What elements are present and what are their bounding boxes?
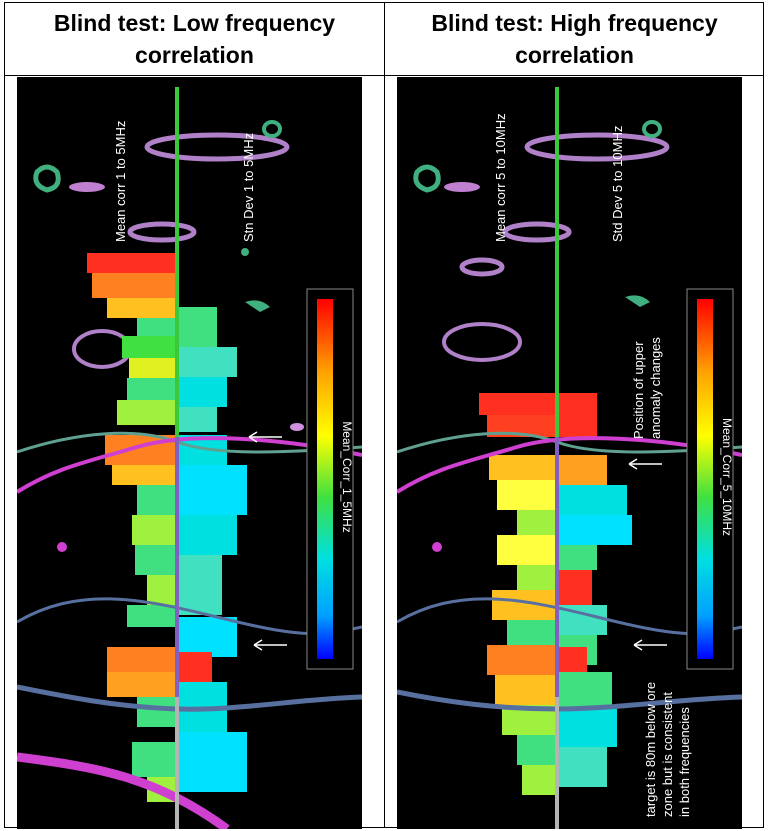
borehole-lower bbox=[555, 697, 559, 829]
colorbar-caption: Mean_Corr_1_5MHz bbox=[340, 421, 354, 532]
borehole-middle bbox=[175, 437, 179, 697]
header-high-line2: correlation bbox=[515, 42, 634, 68]
header-divider bbox=[5, 75, 763, 76]
arrow-icon bbox=[253, 639, 287, 651]
mean-corr-label: Mean corr 5 to 10MHz bbox=[493, 113, 508, 242]
std-dev-label: Std Dev 5 to 10MHz bbox=[610, 126, 625, 242]
header-low-line2: correlation bbox=[135, 42, 254, 68]
target-note-line2: zone but is consistent bbox=[660, 692, 675, 817]
upper-anomaly-note-line2: anomaly changes bbox=[648, 337, 663, 439]
color-scale: Mean_Corr_5_10MHz bbox=[686, 288, 734, 670]
high-frequency-image: Mean_Corr_5_10MHz Mean corr 5 to 10MHz S… bbox=[397, 77, 742, 829]
column-divider bbox=[384, 3, 385, 827]
low-frequency-image: Mean_Corr_1_5MHz Mean corr 1 to 5MHz Stn… bbox=[17, 77, 362, 829]
borehole-lower bbox=[175, 697, 179, 829]
borehole-upper bbox=[555, 87, 559, 437]
upper-anomaly-note-line1: Position of upper bbox=[631, 341, 646, 439]
borehole-middle bbox=[555, 437, 559, 697]
borehole-upper bbox=[175, 87, 179, 437]
color-scale: Mean_Corr_1_5MHz bbox=[306, 288, 354, 670]
header-low-line1: Blind test: Low frequency bbox=[53, 10, 336, 36]
header-low-frequency: Blind test: Low frequency correlation bbox=[5, 3, 384, 75]
target-note-line3: in both frequencies bbox=[677, 707, 692, 817]
header-high-line1: Blind test: High frequency bbox=[431, 10, 718, 36]
arrow-icon bbox=[628, 458, 662, 470]
std-dev-label: Stn Dev 1 to 5MHz bbox=[241, 133, 256, 242]
arrow-icon bbox=[633, 639, 667, 651]
target-note-line1: target is 80m below ore bbox=[643, 682, 658, 817]
mean-corr-label: Mean corr 1 to 5MHz bbox=[113, 121, 128, 242]
comparison-table: Blind test: Low frequency correlation Bl… bbox=[4, 2, 764, 829]
colorbar-caption: Mean_Corr_5_10MHz bbox=[720, 418, 734, 536]
header-high-frequency: Blind test: High frequency correlation bbox=[385, 3, 764, 75]
anomaly-shapes bbox=[413, 120, 733, 552]
arrow-icon bbox=[248, 431, 282, 443]
